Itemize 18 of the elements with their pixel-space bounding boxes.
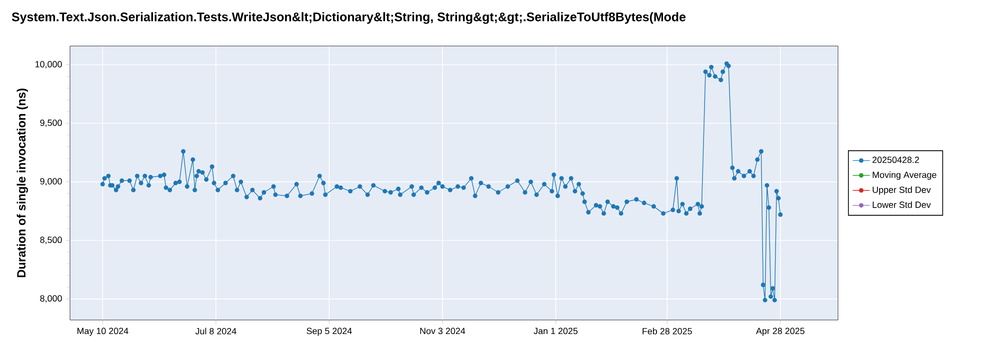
legend-label: Lower Std Dev (872, 201, 931, 208)
y-tick-label: 9,500 (40, 120, 62, 127)
y-axis-title: Duration of single invocation (ns) (16, 88, 28, 278)
x-tick-label: May 10 2024 (77, 328, 128, 336)
legend-label: Upper Std Dev (872, 186, 931, 195)
x-tick-label: Nov 3 2024 (420, 328, 466, 334)
chart-title: System.Text.Json.Serialization.Tests.WriteJson&lt;Dictionary&lt;String, String&gt;&gt;.SerializeToUtf8Bytes(Mode (12, 12, 686, 24)
y-tick-label: 9,000 (40, 178, 62, 186)
x-tick-label: Sep 5 2024 (306, 328, 352, 336)
x-tick-label: Feb 28 2025 (642, 328, 692, 334)
y-tick-label: 8,500 (40, 236, 62, 244)
x-tick-label: Apr 28 2025 (756, 328, 804, 336)
y-tick-label: 10,000 (35, 61, 62, 68)
x-tick-label: Jan 1 2025 (534, 328, 578, 334)
x-tick-label: Jul 8 2024 (195, 328, 236, 334)
y-tick-label: 8,000 (40, 295, 62, 303)
legend-label: Moving Average (872, 171, 936, 180)
legend-label: 20250428.2 (872, 156, 919, 164)
